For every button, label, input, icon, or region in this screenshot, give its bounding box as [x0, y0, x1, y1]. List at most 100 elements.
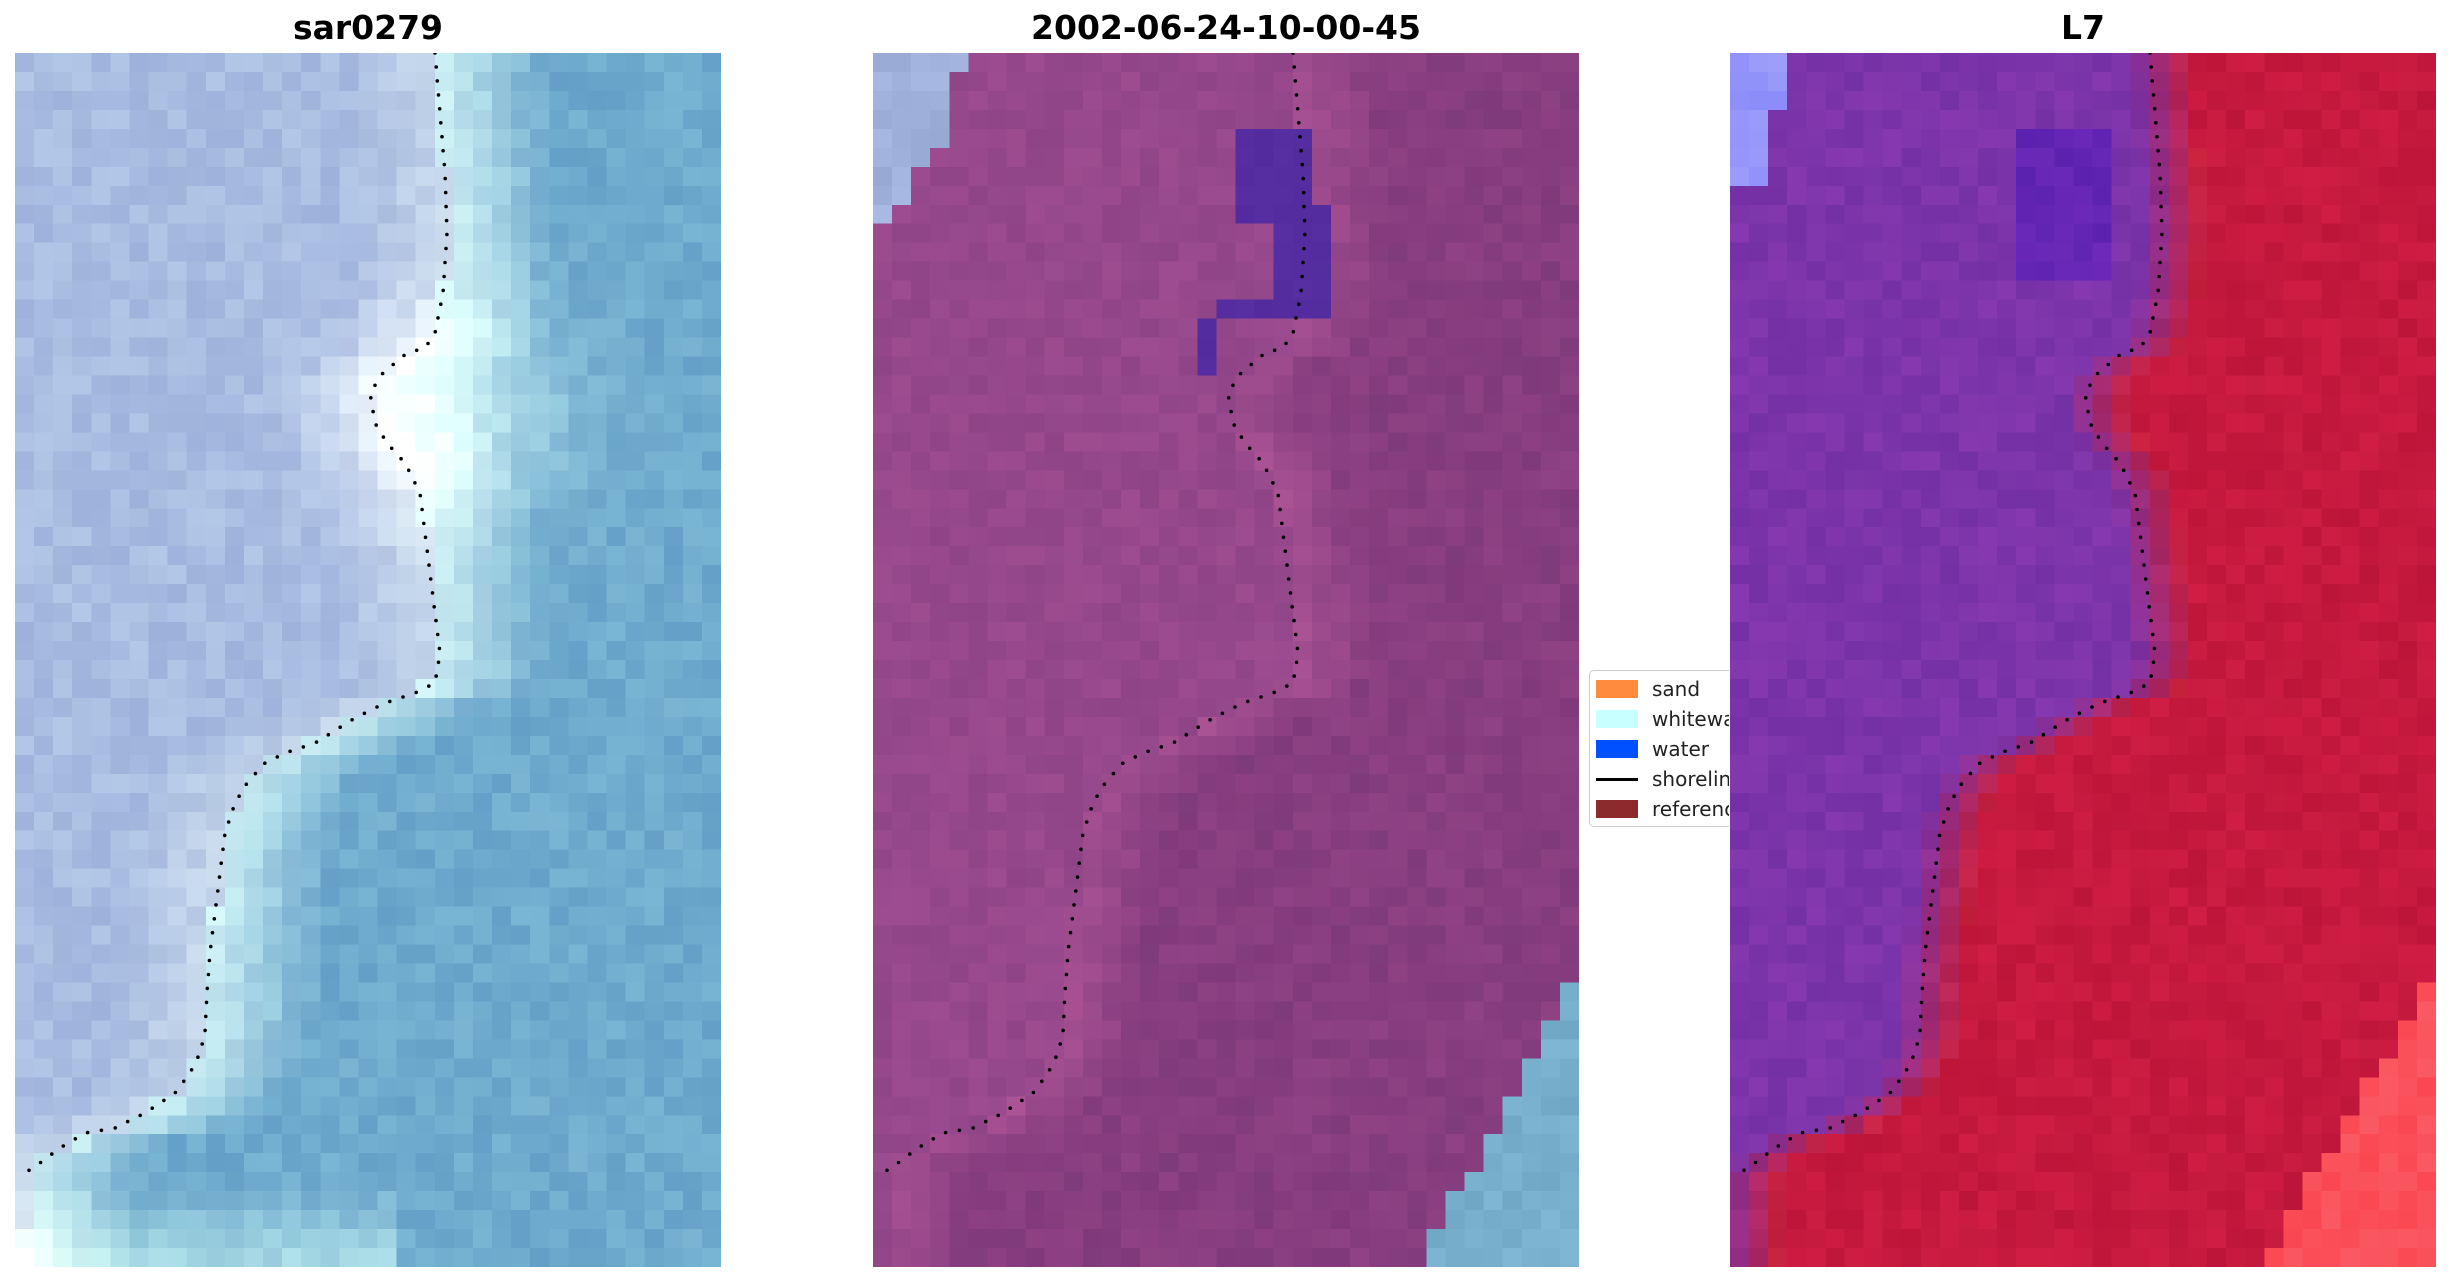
shoreline-point	[436, 316, 440, 320]
shoreline-point	[430, 591, 435, 595]
shoreline-point	[275, 755, 280, 759]
shoreline-point	[212, 917, 217, 921]
shoreline-point	[435, 79, 440, 83]
shoreline-point	[1239, 435, 1244, 439]
shoreline-point	[200, 1042, 204, 1046]
shoreline-point	[437, 646, 442, 651]
shoreline-point	[1952, 794, 1956, 798]
shoreline-point	[214, 903, 218, 907]
shoreline-point	[2152, 107, 2157, 111]
shoreline-point	[2133, 493, 2138, 498]
shoreline-point	[1990, 755, 1995, 759]
shoreline-point	[38, 1160, 43, 1165]
shoreline-point	[2041, 732, 2046, 737]
shoreline-point	[943, 1130, 948, 1135]
shoreline-point	[2084, 396, 2088, 400]
shoreline-point	[1302, 246, 1306, 251]
shoreline-point	[99, 1128, 104, 1133]
shoreline-point	[1931, 889, 1935, 893]
shoreline-point	[326, 732, 331, 737]
shoreline-point	[1133, 755, 1138, 759]
panel-title-rgb: sar0279	[292, 8, 444, 47]
shoreline-point	[1121, 761, 1125, 765]
shoreline-point	[222, 833, 227, 838]
shoreline-point	[263, 761, 267, 765]
shoreline-point	[1031, 1090, 1036, 1095]
shoreline-point	[443, 190, 448, 195]
shoreline-point	[1922, 958, 1927, 963]
shoreline-point	[1865, 1106, 1869, 1110]
legend-label: shoreline	[1652, 767, 1729, 791]
shoreline-point	[1828, 1126, 1832, 1130]
shoreline-point	[2137, 521, 2141, 526]
shoreline-point	[1936, 847, 1940, 852]
shoreline-point	[1292, 674, 1296, 678]
shoreline-point	[203, 1028, 207, 1033]
shoreline-point	[439, 121, 443, 125]
shoreline-point	[1911, 1055, 1915, 1059]
shoreline-point	[1184, 732, 1189, 737]
shoreline-point	[2157, 274, 2161, 279]
shoreline-point	[1294, 660, 1299, 665]
shoreline-point	[1904, 1068, 1909, 1072]
shoreline-point	[433, 53, 437, 55]
shoreline-point	[2077, 711, 2082, 716]
shoreline-point	[1295, 646, 1300, 651]
shoreline-point	[1918, 1028, 1922, 1033]
shoreline-point	[427, 684, 431, 688]
shoreline-point	[425, 549, 430, 553]
legend: sand whitewater water shoreline referenc…	[1589, 670, 1729, 827]
shoreline-point	[2065, 718, 2069, 722]
shoreline-point	[444, 204, 448, 209]
classified-image-panel	[873, 53, 1579, 1267]
shoreline-point	[434, 65, 439, 69]
shoreline-point	[1968, 771, 1973, 776]
rgb-satellite-image	[15, 53, 721, 1267]
shoreline-point	[1040, 1079, 1044, 1084]
shoreline-point	[1246, 699, 1250, 704]
shoreline-point	[2116, 695, 2120, 699]
shoreline-point	[2156, 288, 2160, 293]
shoreline-point	[2114, 456, 2118, 461]
shoreline-point	[173, 1090, 178, 1095]
shoreline-point	[1272, 690, 1276, 695]
shoreline-point	[2145, 591, 2150, 595]
shoreline-point	[441, 288, 446, 293]
legend-label: water	[1652, 737, 1709, 761]
shoreline-point	[301, 745, 306, 749]
legend-swatch-sand	[1596, 680, 1638, 698]
shoreline-point	[2159, 204, 2163, 209]
shoreline-point	[1067, 944, 1071, 949]
shoreline-point	[996, 1113, 1000, 1118]
shoreline-point	[2160, 232, 2164, 237]
shoreline-point	[1232, 423, 1236, 427]
shoreline-point	[1293, 79, 1298, 83]
shoreline-point	[1272, 348, 1277, 353]
shoreline-point	[402, 353, 406, 358]
shoreline-point	[1800, 1130, 1805, 1135]
shoreline-point	[1271, 481, 1275, 485]
shoreline-point	[1249, 362, 1253, 367]
shoreline-point	[2129, 690, 2133, 695]
shoreline-point	[414, 690, 419, 695]
shoreline-point	[2016, 745, 2021, 749]
shoreline-point	[439, 302, 443, 306]
shoreline-point	[1934, 861, 1938, 865]
shoreline-point	[443, 260, 447, 265]
shoreline-point	[1295, 107, 1300, 111]
shoreline-point	[1299, 288, 1303, 293]
shoreline-point	[205, 986, 210, 991]
shoreline-point	[1300, 274, 1304, 279]
shoreline-point	[442, 162, 447, 167]
shoreline-point	[1247, 446, 1252, 451]
shoreline-point	[420, 507, 424, 512]
shoreline-point	[375, 705, 379, 709]
shoreline-point	[2103, 699, 2107, 704]
shoreline-point	[217, 875, 222, 879]
shoreline-point	[2147, 605, 2151, 609]
shoreline-point	[1765, 1152, 1769, 1156]
shoreline-point	[2148, 329, 2153, 334]
shoreline-point	[1072, 903, 1076, 907]
shoreline-point	[2159, 246, 2163, 251]
shoreline-point	[2159, 218, 2164, 223]
